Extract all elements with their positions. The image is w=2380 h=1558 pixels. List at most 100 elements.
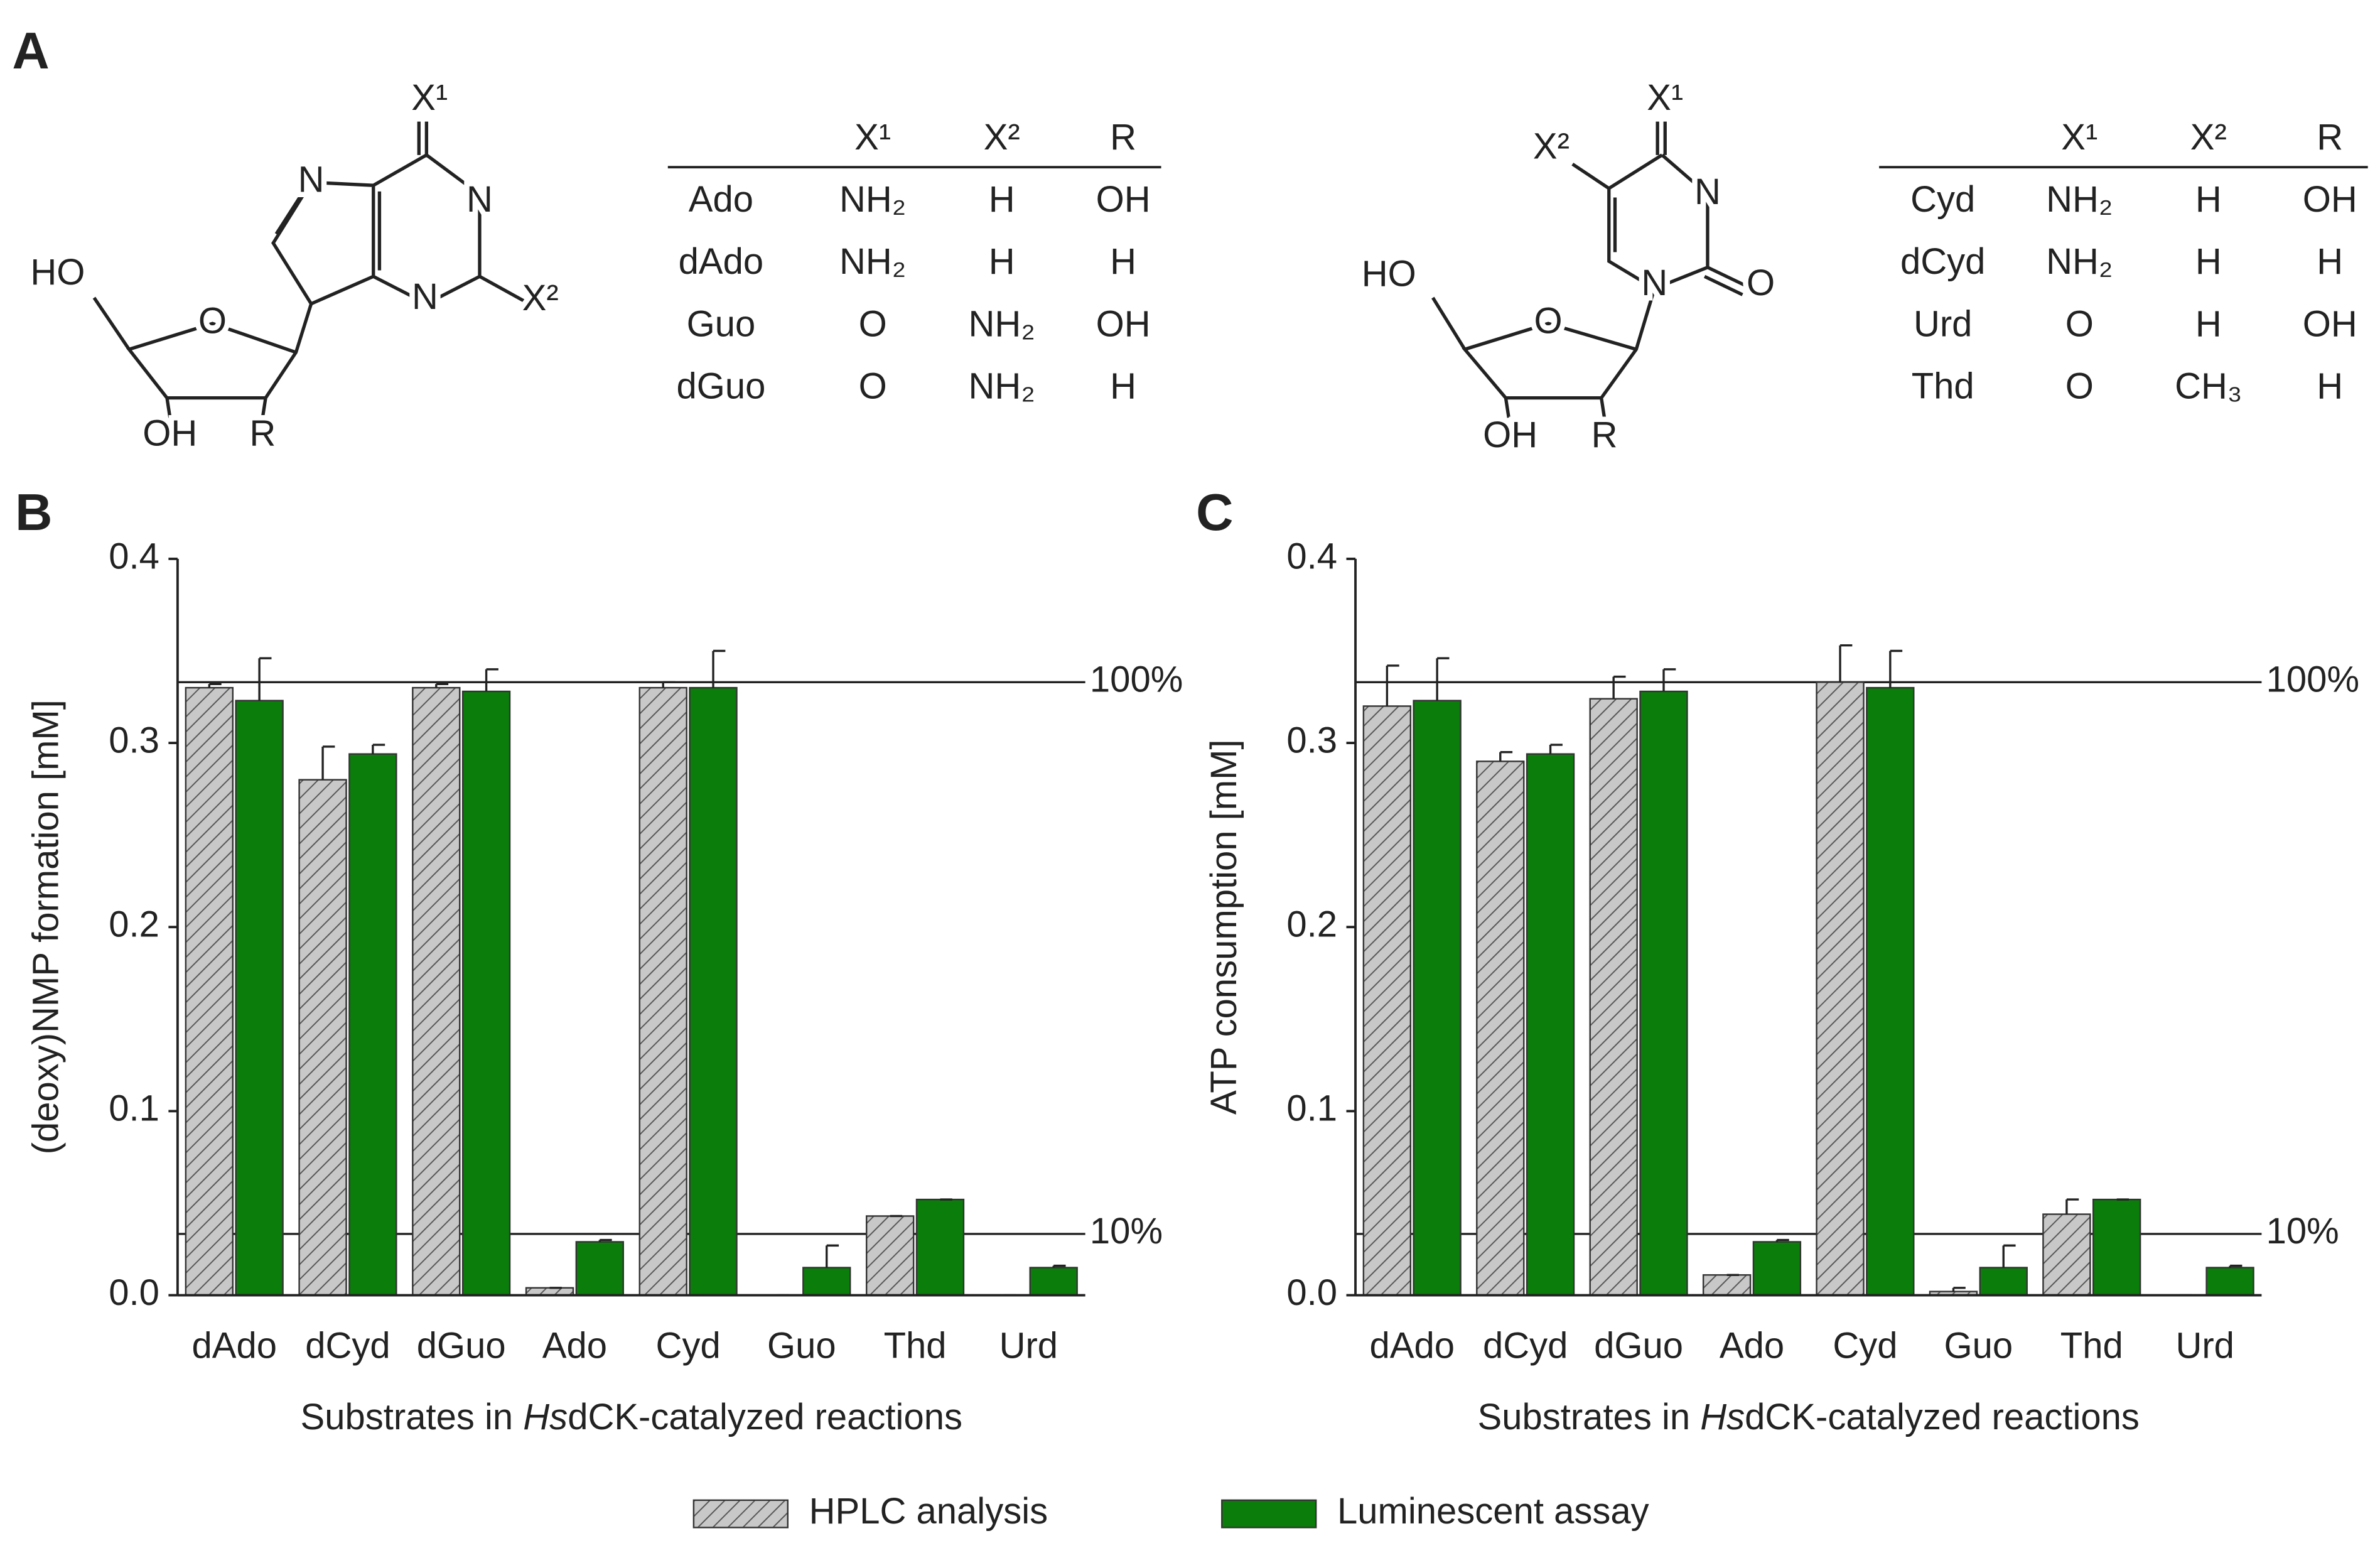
bar [2042,1213,2091,1296]
bar [1866,686,1915,1296]
x-axis-label: Substrates in HsdCK-catalyzed reactions [1478,1397,2140,1437]
bar [1413,700,1462,1296]
x-axis-label-part: dCK-catalyzed reactions [568,1397,962,1437]
bar [575,1241,624,1296]
reference-label: 100% [2266,659,2359,700]
x-axis-label: Substrates in HsdCK-catalyzed reactions [301,1397,962,1437]
atom-label: R [249,413,276,453]
table-cell: H [989,179,1015,220]
x-tick-label: dCyd [305,1325,390,1366]
table-cell: H [2195,303,2222,344]
atom-label: O [1747,262,1775,303]
x-tick-label: Urd [2175,1325,2234,1366]
x-tick-label: Ado [1720,1325,1784,1366]
error-bar [258,657,272,701]
reference-label: 10% [1090,1211,1163,1252]
error-bar [2229,1264,2243,1268]
error-bar [1839,644,1853,683]
reference-label: 100% [1090,659,1183,700]
bar [1362,705,1412,1296]
structure-bonds [92,121,1747,418]
table-cell: O [2065,303,2094,344]
table-cell: NH₂ [839,179,906,220]
table-cell: dCyd [1900,241,1985,282]
table-cell: H [2317,365,2343,406]
table-cell: NH₂ [2046,179,2113,220]
bar [1526,753,1575,1296]
bar [2092,1198,2141,1296]
table-cell: Guo [687,303,756,344]
bar [235,700,284,1296]
table-header: R [1110,117,1136,158]
error-bar [1775,1238,1789,1242]
bar [2205,1267,2254,1296]
error-bar [1052,1264,1066,1268]
x-axis-label-part: Hs [1700,1397,1745,1437]
error-bar [1889,649,1903,688]
x-axis-label-part: Hs [523,1397,568,1437]
table-cell: H [2195,179,2222,220]
table-header: R [2317,117,2343,158]
table-cell: Cyd [1910,179,1975,220]
atom-label: HO [30,252,85,293]
y-tick-label: 0.4 [109,536,159,576]
x-tick-label: dAdo [191,1325,277,1366]
bar [1589,698,1638,1296]
error-bar [712,649,726,688]
bar [412,686,461,1296]
table-cell: H [1110,241,1136,282]
error-bar [1662,668,1676,691]
error-bar [1499,751,1513,762]
bar [185,686,234,1296]
panel-label: C [1196,484,1233,541]
bar [1702,1274,1752,1296]
x-tick-label: dGuo [417,1325,506,1366]
error-bar [372,744,385,754]
table-cell: O [2065,365,2094,406]
bar [1752,1241,1802,1296]
atom-label: OH [1483,414,1537,455]
x-tick-label: Ado [542,1325,607,1366]
y-tick-label: 0.2 [109,904,159,945]
x-tick-label: Thd [2060,1325,2123,1366]
atom-label: N [1641,262,1667,303]
error-bar [1549,744,1563,754]
table-cell: NH₂ [2046,241,2113,282]
panel-label: B [15,484,52,541]
bar [298,779,347,1296]
x-tick-label: Cyd [656,1325,721,1366]
table-header: X¹ [2061,117,2097,158]
x-tick-label: Guo [767,1325,836,1366]
x-tick-label: Cyd [1833,1325,1897,1366]
y-tick-label: 0.4 [1286,536,1337,576]
table-cell: H [2317,241,2343,282]
y-tick-label: 0.1 [1286,1088,1337,1129]
atom-label: N [466,179,493,220]
x-tick-label: Urd [999,1325,1058,1366]
atom-label: OH [143,413,197,453]
table-header: X² [984,117,1020,158]
table-cell: CH₃ [2175,365,2242,406]
y-tick-label: 0.1 [109,1088,159,1129]
x-axis-label-part: Substrates in [1478,1397,1701,1437]
atom-label: X² [522,278,559,318]
table-cell: dAdo [679,241,764,282]
bar [1029,1267,1078,1296]
legend-swatch [692,1499,789,1528]
atom-label: O [198,301,227,342]
y-tick-label: 0.2 [1286,904,1337,945]
bar [915,1198,965,1296]
error-bar [1612,675,1626,699]
bar [866,1215,915,1296]
x-tick-label: dAdo [1369,1325,1455,1366]
error-bar [1952,1287,1966,1292]
table-cell: OH [2303,179,2357,220]
y-axis-label: ATP consumption [mM] [1203,739,1244,1115]
error-bar [321,745,335,780]
table-cell: dGuo [676,365,765,406]
atom-label: HO [1362,254,1416,295]
bar [1816,681,1865,1296]
bar [348,753,397,1296]
error-bar [435,683,449,688]
